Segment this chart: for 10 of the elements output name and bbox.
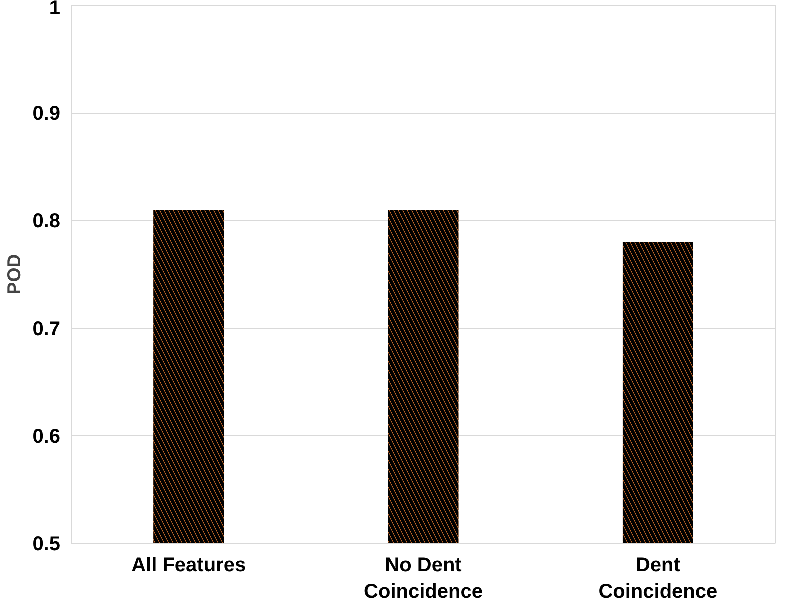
x-tick-label: All Features (132, 554, 246, 576)
y-tick-label: 0.8 (32, 210, 61, 233)
y-tick-label: 0.5 (32, 534, 61, 556)
y-tick-label: 0.9 (32, 103, 61, 126)
y-tick-label: 0.6 (32, 426, 61, 448)
x-tick-label: No Dent Coincidence (364, 554, 483, 603)
y-tick-label: 1 (49, 0, 60, 20)
y-axis-title: POD (4, 254, 25, 295)
y-tick-label: 0.7 (32, 318, 61, 340)
x-tick-label: Dent Coincidence (598, 554, 718, 603)
